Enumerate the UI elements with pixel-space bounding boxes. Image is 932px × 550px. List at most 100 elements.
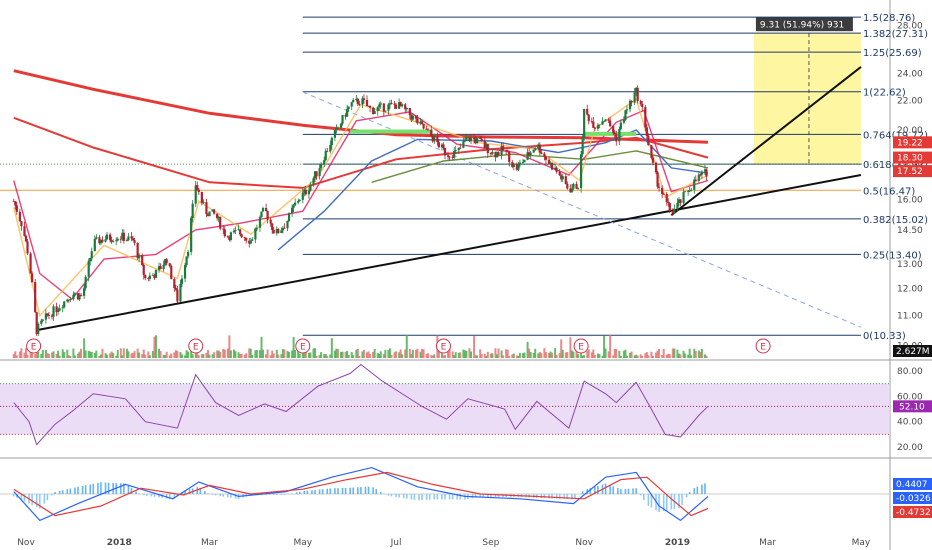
volume-bar (651, 355, 654, 358)
volume-bar (164, 355, 167, 358)
volume-bar (23, 352, 26, 358)
earnings-marker-label: E (300, 343, 306, 353)
axis-layer[interactable]: Nov2018MarMayJulSepNov2019MarMay10.0011.… (17, 21, 923, 548)
candle-body (615, 134, 618, 142)
macd-histogram-bar (428, 494, 431, 500)
macd-histogram-bar (127, 485, 130, 494)
volume-bar (679, 354, 682, 358)
volume-bar (508, 355, 511, 358)
candle-body (388, 103, 392, 105)
volume-bar (645, 352, 648, 358)
volume-bar (87, 350, 90, 358)
volume-bar (512, 353, 515, 358)
volume-bar (459, 352, 462, 358)
rsi-axis-tick-label: 80.00 (897, 367, 923, 377)
moving-average-line (13, 69, 709, 144)
candle-body (521, 162, 525, 163)
volume-bar (330, 338, 333, 358)
candle-body (301, 192, 304, 200)
macd-histogram-bar (678, 494, 680, 509)
macd-histogram-bar (214, 494, 217, 496)
volume-bar (485, 355, 488, 358)
rsi-tag-label: 52.10 (899, 402, 925, 412)
candle-body (688, 190, 691, 192)
candle-body (326, 150, 329, 152)
candle-body (436, 136, 439, 143)
volume-bar (98, 355, 101, 358)
volume-bar (644, 353, 647, 358)
volume-bar (159, 350, 162, 358)
candle-body (243, 237, 246, 239)
candle-body (419, 121, 422, 124)
macd-histogram-bar (107, 482, 110, 494)
candle-body (154, 270, 158, 279)
volume-bar (479, 349, 482, 358)
macd-histogram-bar (632, 488, 634, 494)
candle-body (554, 167, 557, 170)
macd-histogram-bar (574, 494, 576, 498)
candle-body (66, 299, 69, 302)
volume-bar (346, 350, 349, 358)
volume-bar (555, 355, 558, 358)
macd-histogram-bar (459, 494, 462, 500)
macd-histogram-bar (402, 494, 405, 499)
earnings-marker[interactable] (755, 338, 771, 354)
volume-bar (213, 352, 216, 358)
earnings-marker[interactable] (573, 338, 589, 354)
volume-bar (633, 355, 636, 358)
price-tag (893, 165, 932, 178)
volume-bar (532, 353, 535, 358)
candle-body (378, 104, 381, 108)
volume-bar (480, 353, 483, 358)
candle-body (245, 237, 248, 241)
volume-bar (693, 348, 696, 358)
candle-body (283, 227, 286, 229)
volume-bar (537, 353, 540, 358)
candle-body (206, 214, 210, 217)
candle-body (12, 201, 15, 203)
earnings-marker[interactable] (435, 338, 451, 354)
candle-body (451, 157, 454, 158)
candle-body (63, 301, 66, 308)
earnings-marker[interactable] (295, 338, 311, 354)
volume-bar (55, 353, 58, 358)
macd-histogram-bar (685, 494, 688, 498)
candle-body (560, 175, 563, 180)
volume-bar (67, 355, 70, 358)
volume-bar (390, 354, 393, 358)
volume-bar (384, 349, 387, 358)
candle-body (361, 98, 364, 105)
volume-bar (393, 352, 396, 358)
volume-bar (312, 348, 315, 358)
candle-body (463, 140, 466, 142)
candle-body (159, 266, 162, 270)
volume-bar (398, 352, 401, 358)
candle-body (476, 137, 479, 144)
candle-body (390, 103, 393, 104)
earnings-marker-label: E (441, 343, 447, 353)
volume-bar (153, 336, 156, 358)
candle-body (307, 190, 311, 195)
candle-body (365, 99, 369, 106)
volume-bar (63, 352, 66, 358)
volume-bar (592, 349, 595, 358)
volume-bar (583, 355, 586, 358)
volume-bar (408, 348, 411, 358)
volume-bar (168, 355, 171, 358)
volume-bar (307, 352, 310, 358)
macd-histogram-bar (662, 494, 665, 512)
candle-body (534, 148, 537, 150)
earnings-marker[interactable] (188, 338, 204, 354)
macd-histogram-bar (456, 494, 459, 500)
macd-histogram-bar (54, 492, 56, 494)
candle-body (205, 202, 208, 215)
macd-histogram-bar (61, 490, 64, 494)
volume-bar (255, 349, 258, 358)
candle-body (494, 151, 497, 158)
volume-bar (12, 354, 15, 358)
volume-bar (603, 335, 606, 358)
macd-histogram-bar (120, 483, 122, 494)
candle-body (587, 114, 590, 122)
earnings-marker[interactable] (26, 338, 42, 354)
price-axis-tick-label: 13.00 (897, 260, 923, 270)
